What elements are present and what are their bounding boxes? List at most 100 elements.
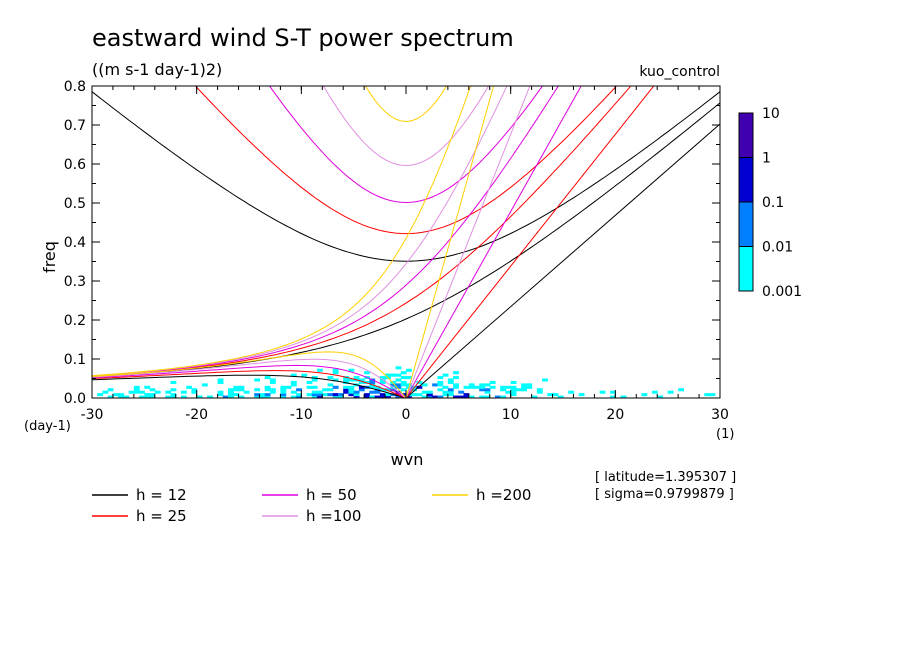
power-cell — [447, 390, 454, 394]
power-cell — [641, 393, 648, 397]
power-cell — [667, 390, 674, 394]
power-cell — [416, 380, 423, 384]
power-cell — [390, 383, 397, 387]
power-cell — [453, 383, 459, 387]
x-tick-label: 0 — [402, 407, 411, 423]
power-cell — [102, 390, 109, 394]
power-cell — [374, 390, 381, 394]
power-cell — [484, 388, 491, 392]
experiment-label: kuo_control — [639, 64, 720, 80]
power-cell — [133, 390, 140, 394]
x-tick-label: 20 — [606, 407, 624, 423]
power-cell — [385, 373, 391, 377]
power-cell — [332, 368, 339, 372]
mrg-curve-h200 — [92, 86, 472, 377]
power-cell — [515, 388, 522, 392]
power-cell — [536, 390, 543, 394]
power-cell — [343, 390, 350, 394]
power-cell — [217, 393, 224, 397]
power-cell — [280, 388, 287, 392]
power-cell — [301, 373, 308, 377]
power-cell — [406, 395, 412, 398]
power-cell — [317, 393, 323, 397]
power-cell — [379, 388, 386, 392]
power-cell — [337, 393, 344, 397]
power-cell — [154, 390, 161, 394]
kelvin-curve-h100 — [405, 86, 531, 398]
power-cell — [149, 395, 156, 398]
inertia-gravity-curve-h200 — [364, 86, 448, 123]
power-cell — [170, 395, 177, 398]
colorbar-swatch — [738, 112, 754, 158]
inertia-gravity-curve-h100 — [322, 86, 490, 167]
y-unit-label: (day-1) — [24, 419, 71, 434]
power-cell — [442, 385, 449, 389]
power-cell — [358, 388, 365, 392]
power-cell — [364, 395, 370, 398]
power-cell — [610, 395, 616, 398]
colorbar-label: 1 — [762, 151, 771, 167]
chart-units: ((m s-1 day-1)2) — [92, 60, 222, 79]
power-cell — [678, 388, 684, 392]
power-cell — [447, 380, 454, 384]
power-cell — [358, 380, 365, 384]
power-cell — [332, 385, 339, 389]
power-cell — [343, 385, 350, 389]
power-cell — [296, 388, 302, 392]
power-cell — [385, 395, 391, 398]
power-cell — [144, 385, 151, 389]
power-cell — [364, 371, 370, 375]
power-cell — [526, 383, 533, 387]
power-cell — [510, 393, 517, 397]
power-cell — [447, 388, 454, 392]
power-cell — [385, 393, 391, 397]
power-cell — [327, 376, 334, 380]
power-cell — [651, 390, 658, 394]
x-tick-label: 10 — [502, 407, 520, 423]
power-cell — [411, 393, 418, 397]
power-cell — [610, 390, 616, 394]
power-cell — [390, 380, 397, 384]
colorbar-label: 10 — [762, 106, 780, 122]
power-cell — [196, 395, 203, 398]
rossby-curve-h100 — [92, 358, 407, 398]
power-cell — [395, 385, 402, 389]
power-cell — [133, 388, 140, 392]
power-cell — [479, 388, 486, 392]
power-cell — [144, 395, 151, 398]
power-cell — [421, 383, 428, 387]
power-cell — [453, 371, 459, 375]
power-cell — [348, 388, 355, 392]
power-cell — [390, 373, 397, 377]
power-cell — [97, 393, 104, 397]
power-cell — [191, 390, 198, 394]
power-cell — [123, 395, 130, 398]
rossby-curve-h200 — [92, 351, 407, 398]
rossby-curve-h50 — [92, 364, 407, 398]
power-cell — [322, 388, 329, 392]
power-cell — [390, 388, 397, 392]
power-cell — [489, 385, 496, 389]
power-cell — [421, 390, 428, 394]
colorbar-swatch — [738, 157, 754, 203]
power-cell — [426, 390, 433, 394]
power-cell — [531, 395, 538, 398]
power-cell — [458, 390, 465, 394]
power-cell — [547, 393, 554, 397]
power-cell — [317, 395, 323, 398]
power-cell — [280, 393, 287, 397]
power-cell — [254, 378, 261, 382]
colorbar-swatch — [738, 246, 754, 292]
kelvin-curve-h12 — [405, 123, 720, 398]
dispersion-curves — [92, 86, 720, 398]
power-cell — [149, 388, 156, 392]
power-cell — [500, 388, 507, 392]
power-cell — [233, 385, 240, 389]
power-cell — [269, 380, 276, 384]
power-cell — [521, 383, 527, 387]
power-cell — [353, 395, 360, 398]
power-cell — [447, 393, 454, 397]
y-tick-label: 0.7 — [64, 118, 86, 134]
power-cell — [144, 393, 151, 397]
power-cell — [259, 395, 266, 398]
